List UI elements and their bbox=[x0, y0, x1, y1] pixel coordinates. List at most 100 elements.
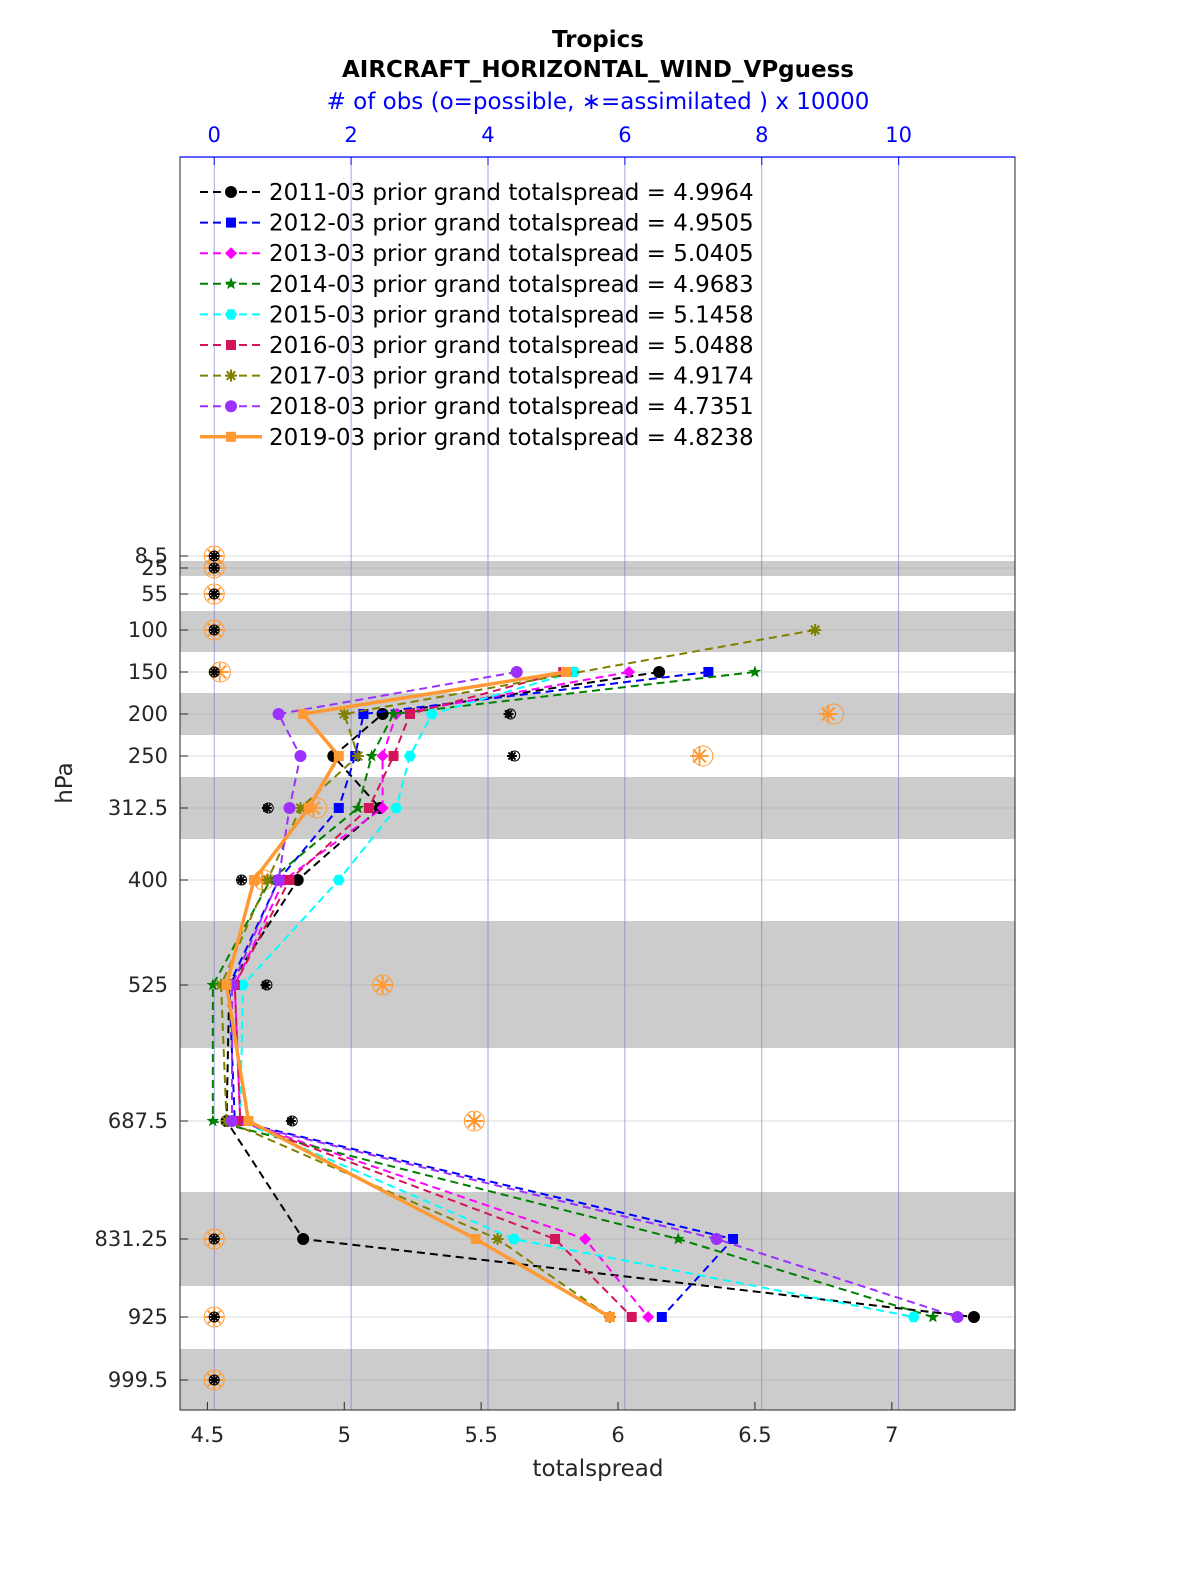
data-point bbox=[291, 874, 304, 886]
obs-assimilated-marker bbox=[209, 625, 220, 635]
legend-entry: 2014-03 prior grand totalspread = 4.9683 bbox=[269, 272, 754, 298]
level-band bbox=[180, 561, 1015, 576]
data-point bbox=[226, 1115, 239, 1127]
data-point bbox=[907, 1311, 920, 1323]
y-tick-label: 150 bbox=[128, 660, 168, 684]
data-point bbox=[332, 874, 345, 886]
data-point bbox=[333, 751, 344, 761]
legend-entry: 2012-03 prior grand totalspread = 4.9505 bbox=[269, 211, 754, 237]
data-point bbox=[622, 666, 635, 678]
data-point bbox=[951, 1311, 964, 1323]
obs-possible-marker bbox=[203, 1369, 225, 1391]
data-point bbox=[550, 1234, 561, 1244]
obs-possible-marker bbox=[203, 1228, 225, 1250]
level-band bbox=[180, 1349, 1015, 1410]
chart-subtitle: AIRCRAFT_HORIZONTAL_WIND_VPguess bbox=[342, 57, 854, 83]
obs-assimilated-marker bbox=[465, 1112, 484, 1130]
y-tick-label: 250 bbox=[128, 744, 168, 768]
legend-entry: 2016-03 prior grand totalspread = 5.0488 bbox=[269, 333, 754, 359]
data-point bbox=[653, 666, 666, 678]
data-point bbox=[390, 802, 403, 814]
legend-marker bbox=[226, 217, 236, 228]
data-point bbox=[626, 1312, 637, 1322]
legend-marker bbox=[225, 400, 237, 413]
data-point bbox=[221, 980, 232, 990]
data-point bbox=[333, 803, 344, 813]
obs-possible-marker bbox=[463, 1110, 485, 1132]
data-point bbox=[365, 749, 378, 762]
legend-entry: 2018-03 prior grand totalspread = 4.7351 bbox=[269, 394, 754, 420]
legend-marker bbox=[226, 340, 236, 350]
y-tick-label: 687.5 bbox=[108, 1109, 168, 1133]
obs-assimilated-marker bbox=[261, 803, 272, 813]
y-tick-label: 525 bbox=[128, 973, 168, 997]
obs-assimilated-marker bbox=[819, 705, 838, 723]
chart-title: Tropics bbox=[552, 27, 644, 53]
data-point bbox=[748, 665, 762, 678]
data-point bbox=[579, 1233, 592, 1245]
legend-entry: 2011-03 prior grand totalspread = 4.9964 bbox=[269, 180, 754, 206]
x-tick-label: 5.5 bbox=[464, 1423, 497, 1447]
data-point bbox=[376, 802, 389, 814]
x-tick-label: 4.5 bbox=[191, 1423, 224, 1447]
x-tick-label: 5 bbox=[338, 1423, 351, 1447]
data-point bbox=[206, 1114, 220, 1127]
obs-assimilated-marker bbox=[260, 980, 271, 990]
data-point bbox=[710, 1233, 723, 1245]
obs-assimilated-marker bbox=[503, 709, 514, 719]
legend-marker bbox=[226, 431, 236, 442]
data-point bbox=[926, 1310, 940, 1323]
y-tick-label: 100 bbox=[128, 618, 168, 642]
legend-entry: 2017-03 prior grand totalspread = 4.9174 bbox=[269, 364, 754, 390]
data-point bbox=[358, 709, 369, 719]
obs-count-markers bbox=[203, 545, 845, 1391]
legend-entry: 2013-03 prior grand totalspread = 5.0405 bbox=[269, 241, 754, 267]
data-point bbox=[604, 1312, 615, 1322]
top-tick-label: 4 bbox=[481, 123, 494, 147]
y-tick-label: 831.25 bbox=[95, 1227, 168, 1251]
y-tick-label: 312.5 bbox=[108, 796, 168, 820]
data-point bbox=[967, 1311, 980, 1323]
obs-possible-marker bbox=[203, 583, 225, 605]
data-point bbox=[303, 803, 314, 813]
obs-assimilated-marker bbox=[209, 1375, 220, 1385]
data-point bbox=[298, 709, 309, 719]
y-tick-label: 999.5 bbox=[108, 1368, 168, 1392]
top-tick-label: 8 bbox=[755, 123, 768, 147]
legend-marker bbox=[225, 247, 237, 260]
data-point bbox=[508, 1233, 520, 1245]
y-tick-label: 925 bbox=[128, 1305, 168, 1329]
obs-possible-marker bbox=[203, 1306, 225, 1328]
y-tick-label: 25 bbox=[141, 556, 168, 580]
data-point bbox=[425, 708, 438, 720]
data-point bbox=[272, 708, 285, 720]
data-point bbox=[272, 874, 285, 886]
legend-marker bbox=[225, 186, 237, 198]
data-point bbox=[642, 1311, 655, 1323]
series-line bbox=[233, 671, 649, 1318]
top-tick-label: 10 bbox=[885, 123, 912, 147]
y-tick-label: 8.5 bbox=[135, 544, 168, 568]
data-point bbox=[297, 1233, 310, 1245]
top-tick-label: 0 bbox=[208, 123, 221, 147]
data-point bbox=[510, 666, 523, 678]
legend: 2011-03 prior grand totalspread = 4.9964… bbox=[200, 180, 754, 451]
obs-assimilated-marker bbox=[209, 667, 220, 677]
obs-assimilated-marker bbox=[209, 563, 220, 573]
obs-assimilated-marker bbox=[373, 976, 392, 994]
data-point bbox=[671, 1232, 685, 1245]
obs-possible-marker bbox=[372, 974, 394, 996]
data-point bbox=[294, 802, 307, 814]
data-point bbox=[351, 750, 364, 762]
data-point bbox=[206, 978, 220, 991]
data-point bbox=[703, 667, 714, 677]
obs-assimilated-marker bbox=[235, 875, 246, 885]
data-point bbox=[491, 1233, 504, 1245]
data-point bbox=[376, 750, 389, 762]
y-tick-label: 400 bbox=[128, 868, 168, 892]
data-point bbox=[294, 750, 307, 762]
data-point bbox=[561, 667, 572, 677]
top-axis-label: # of obs (o=possible, ∗=assimilated ) x … bbox=[327, 89, 870, 115]
obs-possible-marker bbox=[203, 619, 225, 641]
